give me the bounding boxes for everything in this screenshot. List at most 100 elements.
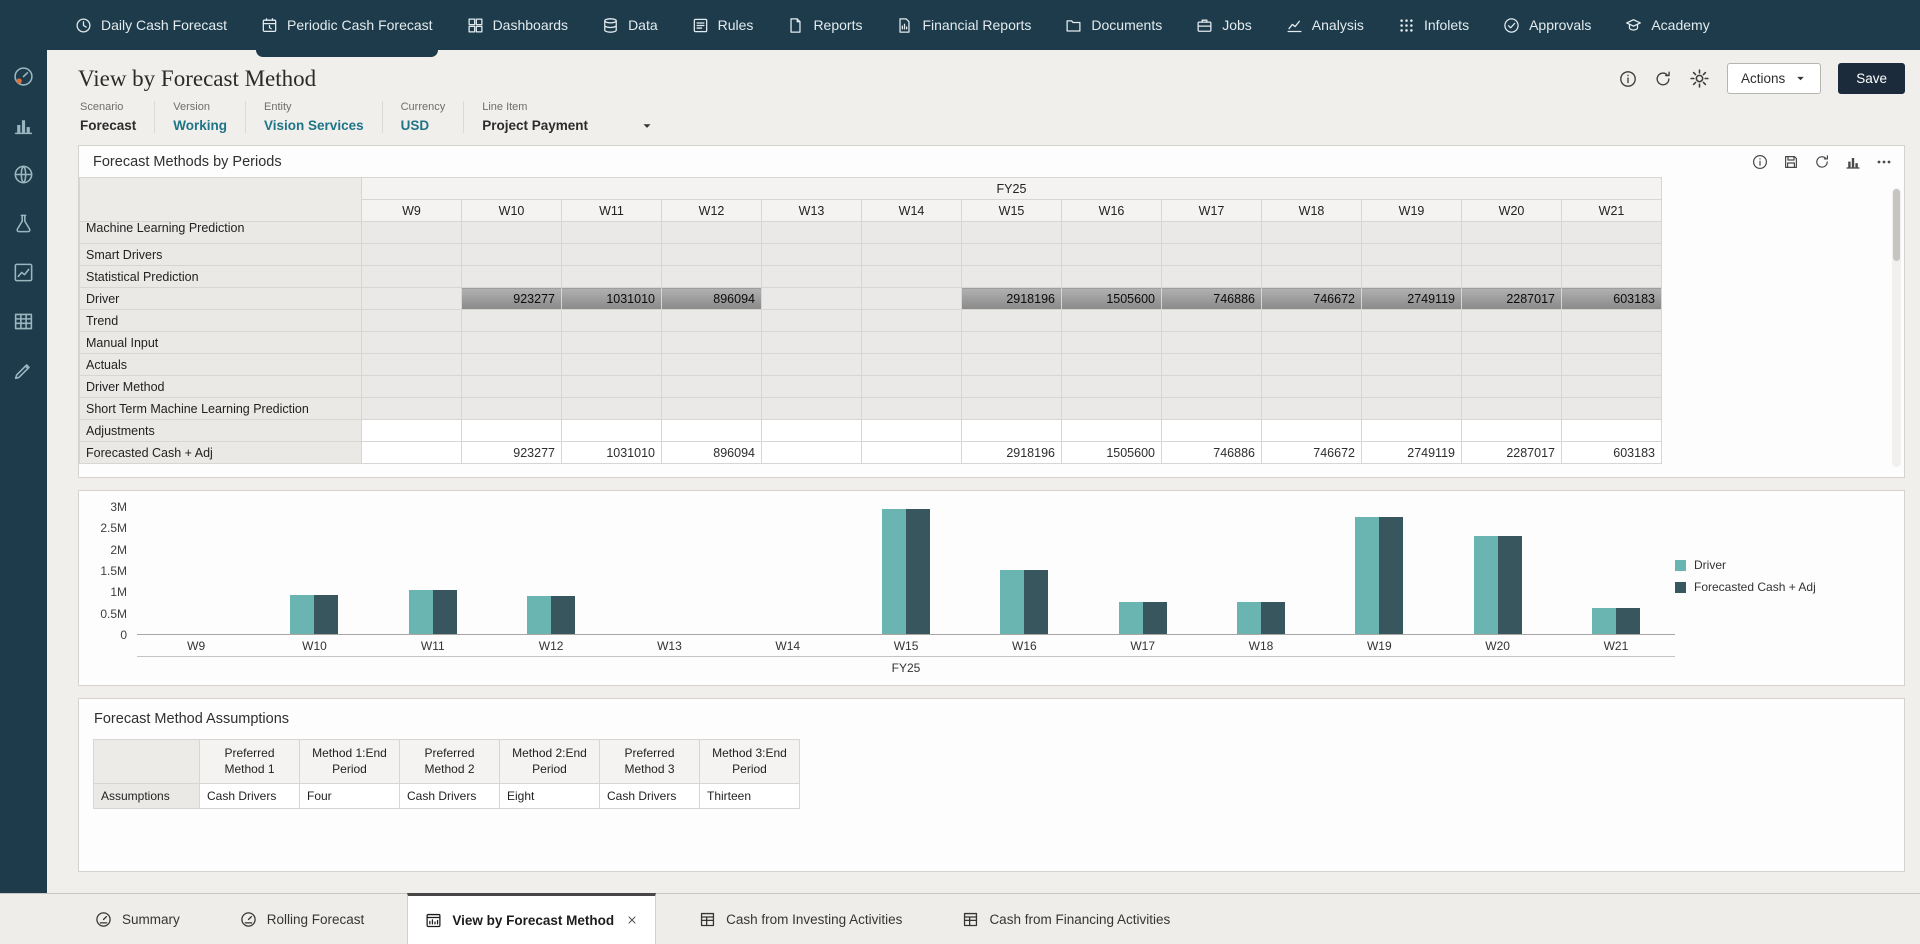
grid-cell-manual-input-w21[interactable] <box>1561 331 1662 354</box>
bar-forecasted-cash-adj-w12[interactable] <box>551 596 576 634</box>
nav-item-academy[interactable]: Academy <box>1608 0 1726 50</box>
grid-column-header-w14[interactable]: W14 <box>861 199 962 222</box>
grid-cell-short-term-machine-learning-prediction-w19[interactable] <box>1361 397 1462 420</box>
bar-driver-w11[interactable] <box>408 590 433 634</box>
grid-cell-forecasted-cash-adj-w15[interactable]: 2918196 <box>961 441 1062 464</box>
grid-cell-statistical-prediction-w20[interactable] <box>1461 265 1562 288</box>
grid-cell-manual-input-w15[interactable] <box>961 331 1062 354</box>
grid-cell-actuals-w19[interactable] <box>1361 353 1462 376</box>
grid-cell-trend-w16[interactable] <box>1061 309 1162 332</box>
grid-cell-manual-input-w17[interactable] <box>1161 331 1262 354</box>
grid-row-header-short-term-machine-learning-prediction[interactable]: Short Term Machine Learning Prediction <box>79 397 362 420</box>
assumptions-cell-preferred-method-2[interactable]: Cash Drivers <box>399 783 500 809</box>
grid-cell-adjustments-w17[interactable] <box>1161 419 1262 442</box>
nav-item-financial-reports[interactable]: Financial Reports <box>879 0 1048 50</box>
grid-year-header[interactable]: FY25 <box>361 177 1662 200</box>
grid-cell-short-term-machine-learning-prediction-w13[interactable] <box>761 397 862 420</box>
grid-cell-forecasted-cash-adj-w10[interactable]: 923277 <box>461 441 562 464</box>
grid-cell-machine-learning-prediction-w17[interactable] <box>1161 221 1262 244</box>
rail-item-analytics[interactable] <box>13 262 34 283</box>
grid-cell-driver-w14[interactable] <box>861 287 962 310</box>
grid-cell-adjustments-w20[interactable] <box>1461 419 1562 442</box>
grid-cell-driver-w13[interactable] <box>761 287 862 310</box>
assumptions-cell-method-3-end-period[interactable]: Thirteen <box>699 783 800 809</box>
assumptions-column-method-1-end-period[interactable]: Method 1:End Period <box>299 739 400 784</box>
grid-cell-trend-w13[interactable] <box>761 309 862 332</box>
grid-cell-manual-input-w12[interactable] <box>661 331 762 354</box>
pov-member-scenario[interactable]: Forecast <box>80 118 137 133</box>
grid-cell-driver-method-w17[interactable] <box>1161 375 1262 398</box>
grid-column-header-w21[interactable]: W21 <box>1561 199 1662 222</box>
grid-row-header-driver-method[interactable]: Driver Method <box>79 375 362 398</box>
grid-cell-smart-drivers-w20[interactable] <box>1461 243 1562 266</box>
grid-ellipsis-button[interactable] <box>1876 154 1892 170</box>
grid-cell-adjustments-w14[interactable] <box>861 419 962 442</box>
nav-item-reports[interactable]: Reports <box>770 0 879 50</box>
nav-item-rules[interactable]: Rules <box>675 0 771 50</box>
grid-cell-manual-input-w19[interactable] <box>1361 331 1462 354</box>
grid-cell-trend-w21[interactable] <box>1561 309 1662 332</box>
grid-cell-short-term-machine-learning-prediction-w16[interactable] <box>1061 397 1162 420</box>
grid-cell-actuals-w18[interactable] <box>1261 353 1362 376</box>
grid-cell-short-term-machine-learning-prediction-w18[interactable] <box>1261 397 1362 420</box>
grid-vertical-scrollbar[interactable] <box>1892 188 1901 467</box>
grid-cell-forecasted-cash-adj-w17[interactable]: 746886 <box>1161 441 1262 464</box>
grid-cell-adjustments-w12[interactable] <box>661 419 762 442</box>
grid-cell-statistical-prediction-w15[interactable] <box>961 265 1062 288</box>
grid-cell-driver-w11[interactable]: 1031010 <box>561 287 662 310</box>
grid-cell-statistical-prediction-w16[interactable] <box>1061 265 1162 288</box>
bar-driver-w10[interactable] <box>290 595 315 634</box>
grid-row-header-manual-input[interactable]: Manual Input <box>79 331 362 354</box>
grid-row-header-driver[interactable]: Driver <box>79 287 362 310</box>
line-item-dropdown-button[interactable] <box>640 119 654 133</box>
grid-column-header-w10[interactable]: W10 <box>461 199 562 222</box>
grid-cell-smart-drivers-w18[interactable] <box>1261 243 1362 266</box>
grid-bar-chart-button[interactable] <box>1845 154 1861 170</box>
grid-cell-statistical-prediction-w19[interactable] <box>1361 265 1462 288</box>
grid-cell-forecasted-cash-adj-w21[interactable]: 603183 <box>1561 441 1662 464</box>
nav-item-infolets[interactable]: Infolets <box>1381 0 1486 50</box>
grid-cell-forecasted-cash-adj-w9[interactable] <box>361 441 462 464</box>
grid-cell-driver-w20[interactable]: 2287017 <box>1461 287 1562 310</box>
grid-cell-smart-drivers-w9[interactable] <box>361 243 462 266</box>
grid-cell-driver-w18[interactable]: 746672 <box>1261 287 1362 310</box>
grid-cell-driver-w10[interactable]: 923277 <box>461 287 562 310</box>
grid-cell-driver-method-w13[interactable] <box>761 375 862 398</box>
nav-item-data[interactable]: Data <box>585 0 675 50</box>
grid-cell-forecasted-cash-adj-w13[interactable] <box>761 441 862 464</box>
grid-cell-trend-w12[interactable] <box>661 309 762 332</box>
rail-item-dashboards[interactable] <box>13 115 34 136</box>
grid-cell-driver-method-w15[interactable] <box>961 375 1062 398</box>
assumptions-cell-method-1-end-period[interactable]: Four <box>299 783 400 809</box>
grid-cell-statistical-prediction-w14[interactable] <box>861 265 962 288</box>
grid-cell-smart-drivers-w12[interactable] <box>661 243 762 266</box>
nav-item-documents[interactable]: Documents <box>1048 0 1179 50</box>
grid-cell-statistical-prediction-w13[interactable] <box>761 265 862 288</box>
grid-column-header-w17[interactable]: W17 <box>1161 199 1262 222</box>
grid-cell-machine-learning-prediction-w11[interactable] <box>561 221 662 244</box>
grid-cell-machine-learning-prediction-w20[interactable] <box>1461 221 1562 244</box>
grid-cell-manual-input-w13[interactable] <box>761 331 862 354</box>
grid-cell-adjustments-w9[interactable] <box>361 419 462 442</box>
grid-cell-short-term-machine-learning-prediction-w12[interactable] <box>661 397 762 420</box>
scrollbar-thumb[interactable] <box>1893 189 1900 261</box>
grid-cell-adjustments-w11[interactable] <box>561 419 662 442</box>
grid-cell-statistical-prediction-w11[interactable] <box>561 265 662 288</box>
grid-cell-statistical-prediction-w17[interactable] <box>1161 265 1262 288</box>
grid-column-header-w11[interactable]: W11 <box>561 199 662 222</box>
grid-cell-driver-w17[interactable]: 746886 <box>1161 287 1262 310</box>
bottom-tab-cash-from-investing-activities[interactable]: Cash from Investing Activities <box>682 894 919 944</box>
bar-forecasted-cash-adj-w18[interactable] <box>1260 602 1285 634</box>
grid-cell-manual-input-w9[interactable] <box>361 331 462 354</box>
grid-cell-trend-w17[interactable] <box>1161 309 1262 332</box>
assumptions-column-preferred-method-1[interactable]: Preferred Method 1 <box>199 739 300 784</box>
pov-member-currency[interactable]: USD <box>400 118 430 133</box>
grid-cell-trend-w10[interactable] <box>461 309 562 332</box>
grid-cell-adjustments-w15[interactable] <box>961 419 1062 442</box>
grid-cell-driver-w19[interactable]: 2749119 <box>1361 287 1462 310</box>
grid-cell-short-term-machine-learning-prediction-w15[interactable] <box>961 397 1062 420</box>
grid-cell-statistical-prediction-w21[interactable] <box>1561 265 1662 288</box>
grid-cell-adjustments-w13[interactable] <box>761 419 862 442</box>
grid-cell-driver-method-w19[interactable] <box>1361 375 1462 398</box>
nav-item-approvals[interactable]: Approvals <box>1486 0 1608 50</box>
